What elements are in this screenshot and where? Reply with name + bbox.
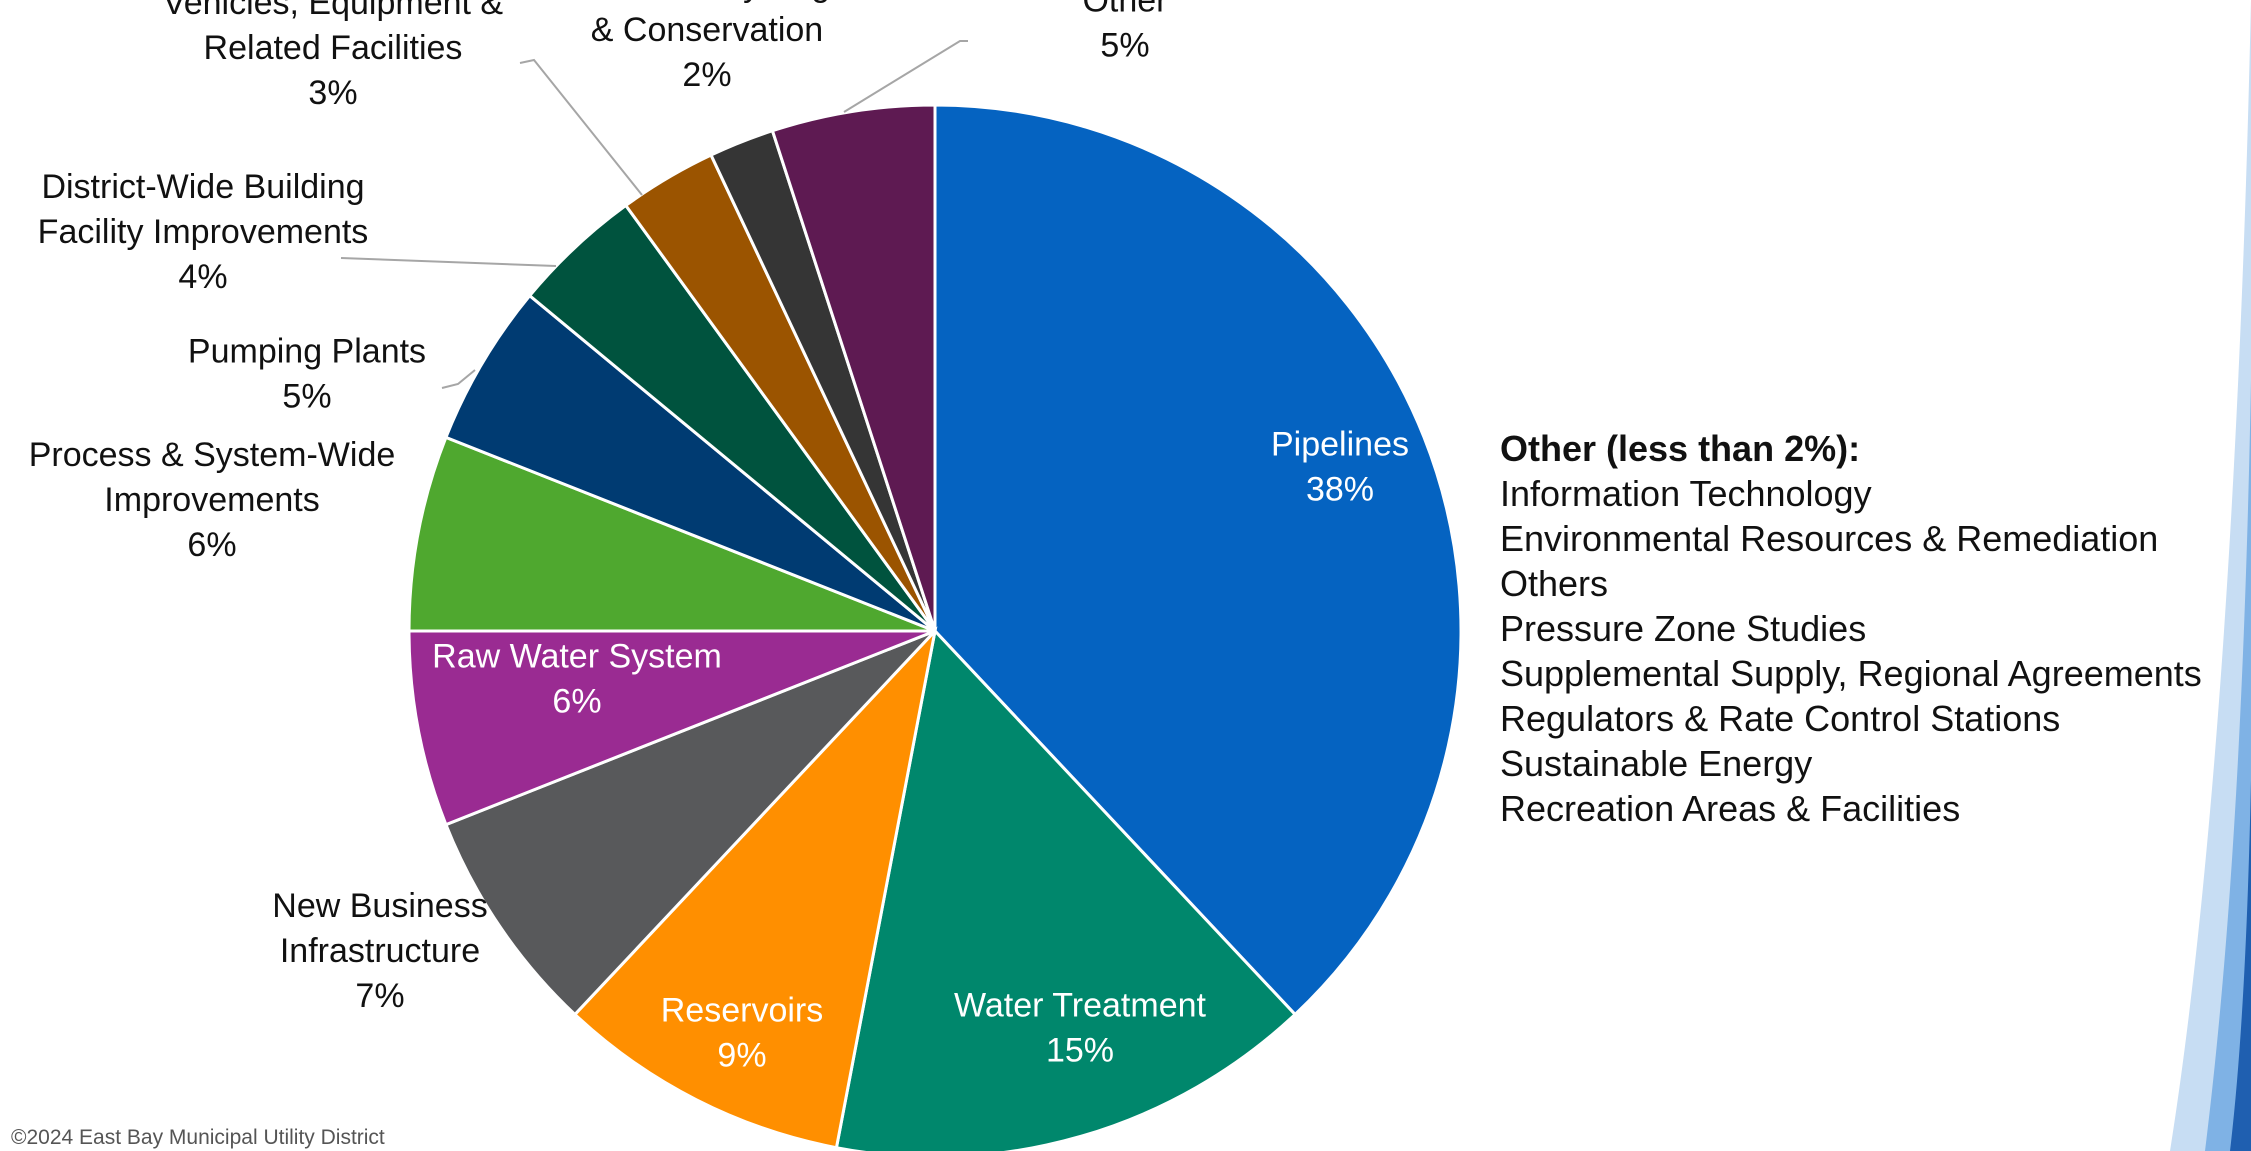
other-item: Regulators & Rate Control Stations (1500, 698, 2061, 739)
slice-value-label: 6% (552, 682, 601, 720)
slice-name-label: Raw Water System (432, 637, 722, 675)
slice-label: Raw Water System 6% (432, 637, 722, 720)
other-panel-title: Other (less than 2%): (1500, 428, 1861, 469)
slice-label: Other 5% (1082, 0, 1167, 64)
slice-name-label: Other (1082, 0, 1167, 19)
leader-line (441, 369, 476, 389)
pie-slices (407, 103, 1463, 1151)
slice-labels: Pipelines 38% Water Treatment 15% Reservoirs… (29, 0, 1409, 1074)
slice-label: Process & System-Wide Improvements 6% (29, 436, 396, 564)
slice-name-label: Related Facilities (204, 29, 463, 67)
slice-name-label: Facility Improvements (38, 213, 369, 251)
leader-line (340, 257, 557, 267)
slice-value-label: 6% (187, 526, 236, 564)
slice-value-label: 4% (178, 258, 227, 296)
slice-label: Reservoirs 9% (661, 991, 823, 1074)
slice-label: Pumping Plants 5% (188, 332, 426, 415)
other-item: Pressure Zone Studies (1500, 608, 1867, 649)
slice-name-label: Vehicles, Equipment & (163, 0, 504, 22)
other-item: Others (1500, 563, 1609, 604)
slice-label: Pipelines 38% (1271, 425, 1409, 508)
slice-value-label: 3% (308, 74, 357, 112)
slice-name-label: & Conservation (591, 11, 823, 49)
slice-name-label: Pipelines (1271, 425, 1409, 463)
slice-name-label: Infrastructure (280, 932, 480, 970)
slice-name-label: Water Recycling (584, 0, 830, 4)
slice-value-label: 9% (717, 1036, 766, 1074)
slice-label: District-Wide Building Facility Improveme… (38, 168, 369, 296)
other-item: Environmental Resources & Remediation (1500, 518, 2159, 559)
slice-name-label: Water Treatment (954, 986, 1206, 1024)
pie-slice (443, 293, 936, 633)
slice-label: Vehicles, Equipment & Related Facilities 3… (163, 0, 504, 112)
slice-name-label: Process & System-Wide (29, 436, 396, 474)
other-item: Sustainable Energy (1500, 743, 1813, 784)
slice-name-label: Reservoirs (661, 991, 823, 1029)
slice-label: Water Recycling & Conservation 2% (584, 0, 830, 94)
leader-lines (340, 40, 968, 389)
pie-slice (443, 629, 937, 1017)
slice-value-label: 2% (682, 56, 731, 94)
other-item: Recreation Areas & Facilities (1500, 788, 1961, 829)
slice-value-label: 5% (282, 377, 331, 415)
leader-line (843, 40, 968, 113)
pie-slice (407, 435, 936, 633)
slice-name-label: New Business (272, 887, 487, 925)
other-item: Supplemental Supply, Regional Agreements (1500, 653, 2202, 694)
pie-slice (572, 626, 938, 1150)
slice-value-label: 15% (1046, 1031, 1114, 1069)
slice-value-label: 38% (1306, 470, 1374, 508)
slice-value-label: 5% (1100, 26, 1149, 64)
pie-slice (770, 103, 937, 632)
copyright-text: ©2024 East Bay Municipal Utility Distric… (11, 1126, 385, 1149)
other-categories-panel: Other (less than 2%): Information Techno… (1500, 426, 2202, 831)
other-item: Information Technology (1500, 473, 1872, 514)
slice-value-label: 7% (355, 977, 404, 1015)
pie-slice (933, 103, 1463, 1017)
slice-name-label: District-Wide Building (41, 168, 364, 206)
leader-line (519, 58, 643, 196)
slice-name-label: Pumping Plants (188, 332, 426, 370)
slice-label: New Business Infrastructure 7% (272, 887, 487, 1015)
pie-slice (407, 629, 936, 827)
slice-name-label: Improvements (104, 481, 319, 519)
pie-slice (834, 627, 1298, 1151)
slice-label: Water Treatment 15% (954, 986, 1206, 1069)
water-drop-swoosh-icon (2170, 0, 2251, 1151)
